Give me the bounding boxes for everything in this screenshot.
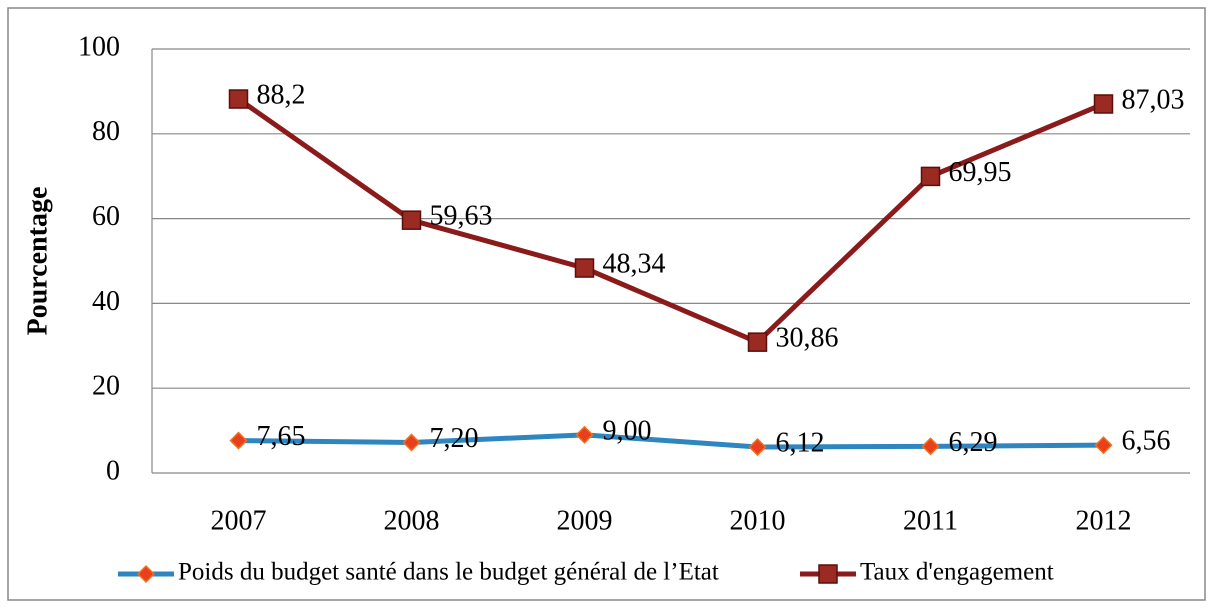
data-label: 87,03 [1122, 84, 1185, 115]
data-label: 7,65 [257, 421, 306, 452]
marker [748, 437, 767, 457]
y-axis-label: Pourcentage [22, 187, 53, 336]
x-tick-label: 2011 [903, 505, 958, 536]
y-tick-label: 20 [92, 371, 120, 402]
legend-marker [818, 564, 838, 584]
data-label: 30,86 [776, 323, 839, 354]
series-line [237, 96, 1105, 345]
marker [1094, 436, 1113, 455]
data-label: 7,20 [430, 423, 479, 454]
data-label: 48,34 [603, 248, 666, 279]
marker [402, 433, 421, 452]
y-tick-label: 0 [106, 455, 120, 486]
marker [575, 425, 594, 444]
x-tick-label: 2007 [211, 505, 267, 536]
x-tick-label: 2009 [557, 505, 613, 536]
y-tick-label: 40 [92, 286, 120, 317]
series-line [238, 432, 1104, 450]
legend-label: Taux d'engagement [860, 559, 1054, 586]
legend-label: Poids du budget santé dans le budget gén… [178, 559, 719, 586]
data-label: 59,63 [430, 201, 493, 232]
x-tick-label: 2010 [730, 505, 786, 536]
marker [574, 258, 595, 278]
marker [401, 210, 422, 230]
legend-marker [136, 564, 156, 584]
marker [229, 431, 248, 450]
marker [747, 332, 768, 352]
x-tick-label: 2008 [384, 505, 440, 536]
marker [921, 437, 940, 456]
data-label: 9,00 [603, 415, 652, 446]
y-tick-label: 100 [78, 31, 120, 62]
y-tick-label: 80 [92, 116, 120, 147]
y-tick-label: 60 [92, 201, 120, 232]
x-tick-label: 2012 [1076, 505, 1132, 536]
marker [1093, 94, 1114, 114]
data-label: 6,12 [776, 427, 825, 458]
data-label: 6,29 [949, 427, 998, 458]
data-label: 6,56 [1122, 426, 1171, 457]
data-label: 69,95 [949, 157, 1012, 188]
data-label: 88,2 [257, 79, 306, 110]
marker [228, 89, 249, 109]
marker [920, 166, 941, 187]
